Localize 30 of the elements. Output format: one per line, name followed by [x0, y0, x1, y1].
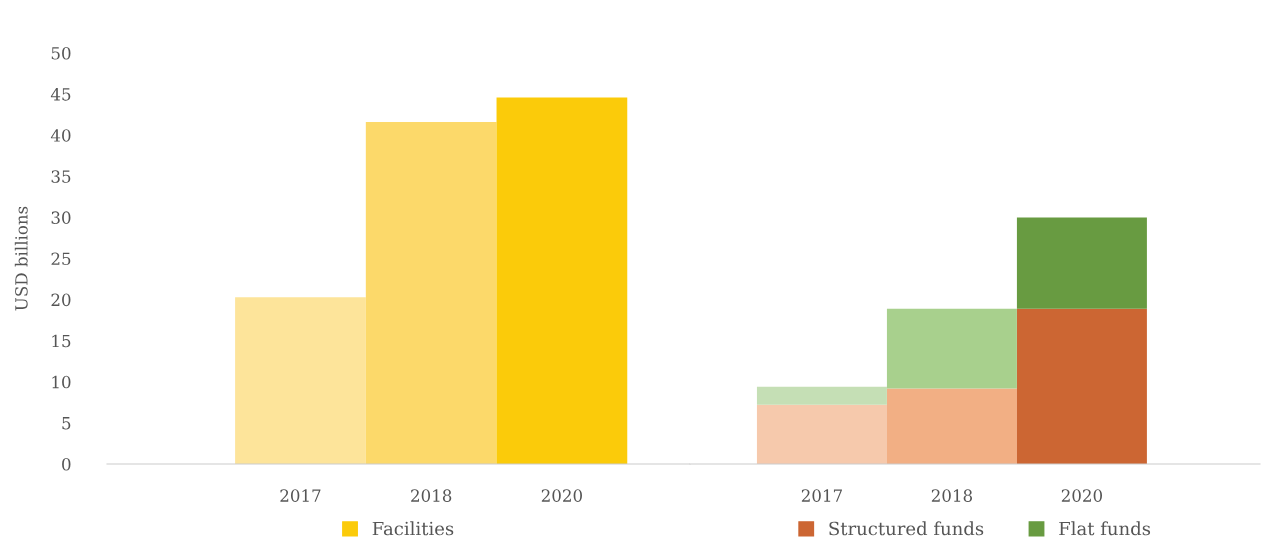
bar [496, 97, 628, 464]
legend-label: Structured funds [829, 521, 984, 536]
legend-label: Facilities [372, 521, 454, 536]
bar [886, 388, 1017, 464]
y-tick-label: 15 [52, 334, 71, 348]
bar [1016, 308, 1147, 464]
bar [235, 297, 366, 464]
y-tick-label: 40 [50, 129, 71, 142]
x-tick-label: 2018 [411, 489, 452, 502]
y-tick-label: 10 [52, 375, 71, 389]
y-tick-label: 5 [62, 417, 71, 430]
y-tick-label: 0 [62, 457, 71, 471]
x-tick-label: 2017 [280, 489, 321, 502]
bar [1016, 217, 1147, 309]
y-tick-label: 20 [51, 293, 71, 307]
x-tick-label: 2020 [541, 489, 582, 502]
bar [756, 386, 887, 405]
y-tick-label: 35 [51, 170, 71, 183]
y-tick-label: 45 [50, 88, 71, 101]
x-tick-label: 2018 [931, 489, 973, 502]
x-tick-label: 2017 [801, 489, 842, 502]
y-tick-label: 50 [51, 46, 71, 60]
bar [756, 404, 887, 464]
bar [365, 122, 497, 464]
legend-label: Flat funds [1059, 521, 1151, 536]
y-tick-label: 30 [51, 211, 71, 224]
y-axis-title: USD billions [14, 206, 28, 311]
bar [886, 308, 1017, 389]
y-tick-label: 25 [51, 252, 71, 266]
x-tick-label: 2020 [1061, 489, 1103, 502]
